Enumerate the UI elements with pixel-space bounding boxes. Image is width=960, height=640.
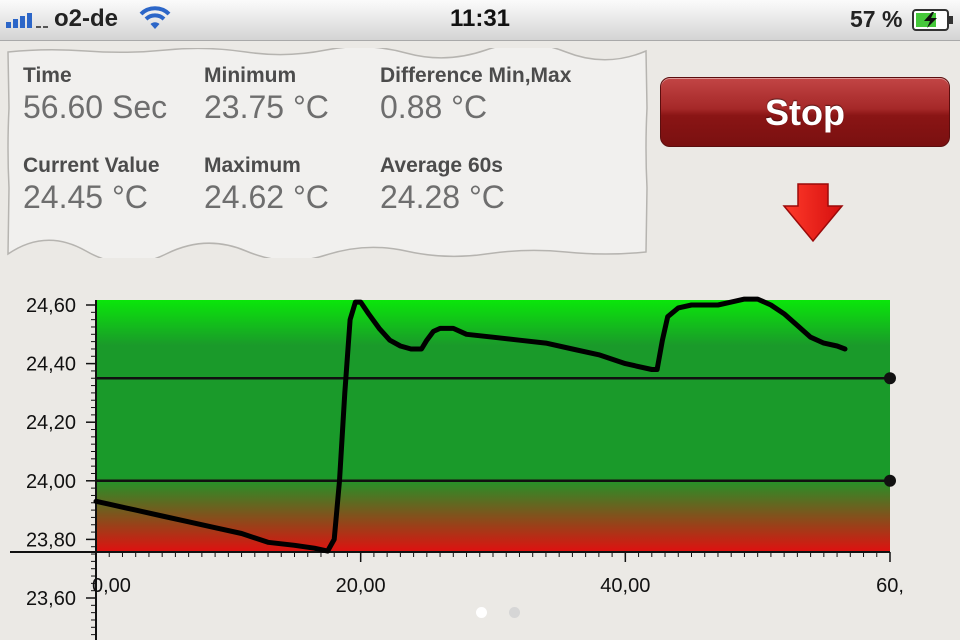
y-tick-label: 23,80 bbox=[26, 529, 76, 551]
stat-average: Average 60s 24.28 °C bbox=[380, 154, 505, 216]
y-tick-label: 24,20 bbox=[26, 412, 76, 434]
stat-minimum-value: 23.75 °C bbox=[204, 89, 329, 125]
page-dot[interactable] bbox=[476, 607, 487, 618]
stat-maximum-value: 24.62 °C bbox=[204, 179, 329, 215]
threshold-handle bbox=[884, 474, 896, 487]
page-dot[interactable] bbox=[509, 607, 520, 618]
stat-maximum-label: Maximum bbox=[204, 154, 301, 177]
stop-button[interactable]: Stop bbox=[660, 77, 950, 147]
temperature-chart: 23,60 23,80 24,00 24,20 24,40 24,60 0,00 20,00 4… bbox=[10, 295, 904, 640]
stat-difference: Difference Min,Max 0.88 °C bbox=[380, 64, 571, 126]
stat-time-label: Time bbox=[23, 64, 72, 87]
y-tick-label: 24,40 bbox=[26, 354, 76, 376]
stat-maximum: Maximum 24.62 °C bbox=[204, 154, 329, 216]
threshold-handle bbox=[884, 372, 896, 385]
carrier-name: o2-de bbox=[54, 5, 119, 32]
stat-current-value: 24.45 °C bbox=[23, 179, 148, 215]
stat-average-value: 24.28 °C bbox=[380, 179, 505, 215]
status-bar: o2-de 11:31 57 % bbox=[0, 0, 960, 41]
stat-minimum: Minimum 23.75 °C bbox=[204, 64, 329, 126]
torn-paper-background bbox=[7, 48, 648, 258]
x-tick-label: 60, bbox=[876, 575, 904, 597]
x-tick-label: 0,00 bbox=[92, 575, 131, 597]
battery-charging-icon bbox=[912, 9, 953, 31]
stat-time-value: 56.60 Sec bbox=[23, 89, 168, 125]
stat-time: Time 56.60 Sec bbox=[23, 64, 167, 126]
stat-current: Current Value 24.45 °C bbox=[23, 154, 160, 216]
temperature-series-line bbox=[93, 296, 848, 554]
y-tick-label: 24,60 bbox=[26, 295, 76, 317]
y-tick-label: 23,60 bbox=[26, 588, 76, 610]
stat-difference-label: Difference Min,Max bbox=[380, 64, 572, 87]
wifi-icon bbox=[139, 6, 171, 29]
x-tick-label: 40,00 bbox=[600, 575, 650, 597]
stat-current-label: Current Value bbox=[23, 154, 160, 177]
stat-difference-value: 0.88 °C bbox=[380, 89, 488, 125]
y-tick-label: 24,00 bbox=[26, 471, 76, 493]
battery-percentage: 57 % bbox=[850, 6, 903, 32]
stat-minimum-label: Minimum bbox=[204, 64, 297, 87]
stat-average-label: Average 60s bbox=[380, 154, 503, 177]
stats-panel: Time 56.60 Sec Minimum 23.75 °C Differen… bbox=[6, 48, 648, 258]
chart-background bbox=[96, 300, 890, 552]
clock: 11:31 bbox=[449, 5, 511, 32]
red-down-arrow-icon bbox=[782, 183, 844, 243]
x-tick-label: 20,00 bbox=[336, 575, 386, 597]
